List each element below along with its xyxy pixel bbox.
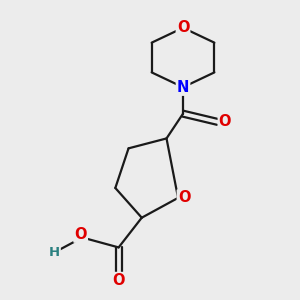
Text: O: O (177, 20, 189, 35)
Text: O: O (219, 114, 231, 129)
Text: H: H (49, 246, 60, 259)
Text: O: O (178, 190, 190, 206)
Text: O: O (112, 273, 125, 288)
Text: O: O (74, 227, 87, 242)
Text: N: N (177, 80, 189, 95)
